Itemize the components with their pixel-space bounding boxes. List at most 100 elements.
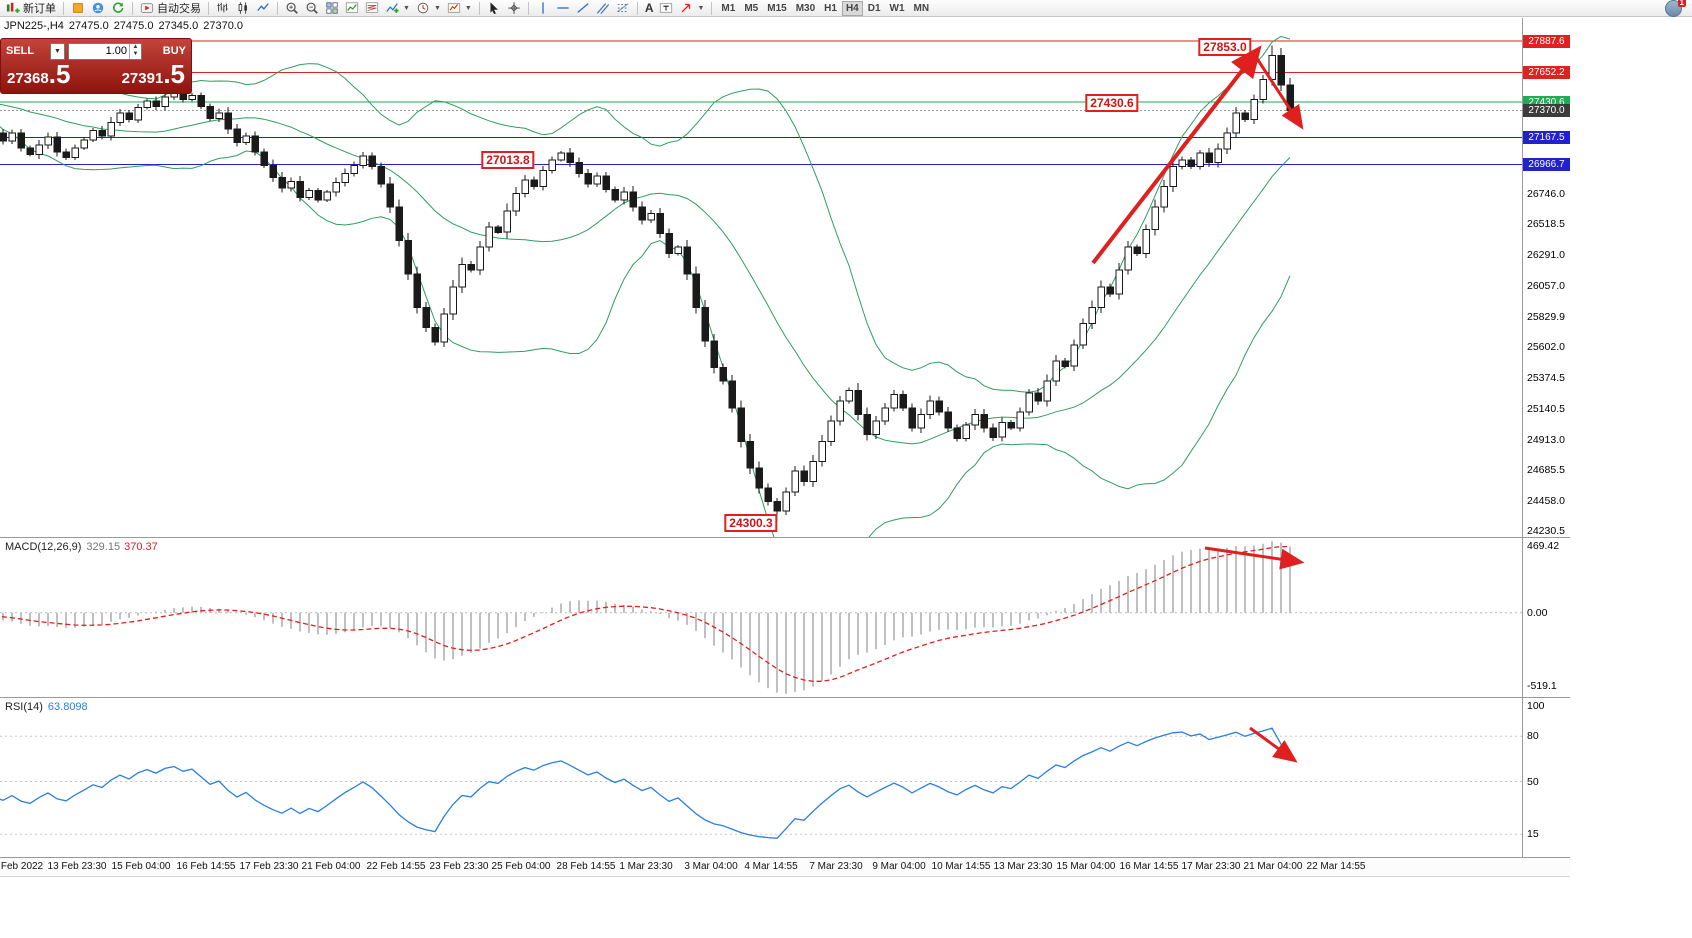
trendline-button[interactable] [574,1,592,16]
sell-button[interactable]: SELL [6,45,35,57]
notification-icon[interactable]: 1 [1665,0,1686,17]
spin-up-icon[interactable]: ▲ [132,44,139,50]
one-click-trading-panel: SELL ▼ ▲▼ BUY 27368.5 27391.5 [0,38,192,94]
panel-separator[interactable] [0,697,1570,698]
time-axis-label: 22 Mar 14:55 [1306,861,1366,872]
time-axis-label: Feb 2022 [0,861,44,872]
time-axis-label: 17 Feb 23:30 [239,861,299,872]
bar-chart-icon [217,2,228,13]
arrows-button[interactable]: ▼ [677,1,706,16]
crosshair-button[interactable] [505,1,523,16]
time-axis-label: 4 Mar 14:55 [744,861,798,872]
time-axis[interactable] [0,858,1570,876]
zoom-in-button[interactable] [283,1,301,16]
close-value: 27370.0 [203,20,243,32]
text-label-button[interactable] [657,1,675,16]
price-line-badge: 27887.6 [1523,34,1570,48]
buy-price[interactable]: 27391.5 [122,61,185,91]
order-dropdown[interactable]: ▼ [50,42,65,60]
price-line-badge: 27370.0 [1523,103,1570,117]
price-axis-label: 24913.0 [1527,433,1565,446]
volume-stepper[interactable]: ▲ ▼ [129,43,141,59]
timeframe-M1[interactable]: M1 [717,1,739,16]
macd-scale-label: 0.00 [1527,606,1548,619]
chart-ohlc-label: JPN225-,H4 27475.0 27475.0 27345.0 27370.0 [4,20,248,32]
data-window-button[interactable] [363,1,381,16]
vertical-line-button[interactable] [534,1,552,16]
rsi-scale-label: 80 [1527,730,1539,743]
candlestick-icon [238,2,247,14]
data-window-icon [365,2,379,13]
macd-scale-label: -519.1 [1527,680,1557,693]
timeframe-M30[interactable]: M30 [792,1,819,16]
templates-button[interactable]: ▼ [445,1,474,16]
timeframe-D1[interactable]: D1 [864,1,885,16]
indicators-icon [345,2,359,13]
timeframe-MN[interactable]: MN [910,1,934,16]
tile-windows-icon [326,2,338,14]
chevron-down-icon: ▼ [403,4,410,12]
spin-down-icon[interactable]: ▼ [132,51,139,57]
refresh-button[interactable] [109,1,127,16]
add-indicator-button[interactable]: ▼ [383,1,412,16]
timeframe-H1[interactable]: H1 [820,1,841,16]
candlestick-button[interactable] [234,1,252,16]
rsi-title: RSI(14) [5,701,43,713]
buy-price-int: 27391 [121,70,164,87]
timeframe-W1[interactable]: W1 [886,1,909,16]
new-order-button[interactable]: 新订单 [4,1,58,16]
cursor-button[interactable] [485,1,503,16]
crosshair-icon [508,2,520,14]
mql-community-button[interactable] [69,1,87,16]
volume-box: ▲▼ [68,42,142,60]
buy-button[interactable]: BUY [162,45,186,57]
profile-button[interactable] [89,1,107,16]
tile-windows-button[interactable] [323,1,341,16]
time-axis-label: 13 Mar 23:30 [993,861,1053,872]
volume-input[interactable] [69,45,129,57]
panel-separator[interactable] [0,537,1570,538]
rsi-scale-label: 100 [1527,700,1545,712]
price-axis-label: 26291.0 [1527,248,1565,261]
bar-chart-button[interactable] [214,1,232,16]
timeframe-H4[interactable]: H4 [841,0,863,16]
toolbar-separator [132,1,133,15]
time-axis-label: 1 Mar 23:30 [619,861,673,872]
periods-button[interactable]: ▼ [414,1,443,16]
macd-label: MACD(12,26,9) 329.15 370.37 [5,541,158,553]
macd-panel[interactable] [0,538,1522,696]
rsi-panel[interactable] [0,698,1522,857]
sell-price[interactable]: 27368.5 [7,61,70,91]
line-chart-icon [257,3,269,12]
fibonacci-icon [617,3,629,12]
zoom-in-icon [286,2,298,14]
low-value: 27345.0 [158,20,199,32]
arrows-icon [682,3,691,13]
toolbar-right: 1 [1665,0,1686,17]
line-chart-button[interactable] [254,1,272,16]
auto-trading-button[interactable]: 自动交易 [138,1,203,16]
price-line-badge: 26966.7 [1523,157,1570,171]
timeframe-M5[interactable]: M5 [740,1,762,16]
macd-main-value: 329.15 [86,541,121,553]
horizontal-line-button[interactable] [554,1,572,16]
price-axis-label: 25374.5 [1527,371,1565,384]
sell-price-dec: .5 [48,59,71,89]
rsi-value: 63.8098 [47,701,88,713]
timeframe-group: M1 M5 M15 M30 H1 H4 D1 W1 MN [717,0,934,16]
chevron-down-icon: ▼ [697,4,705,12]
text-button[interactable]: A [644,1,654,15]
time-axis-label: 15 Mar 04:00 [1056,861,1116,872]
chevron-down-icon: ▼ [433,4,441,12]
channel-button[interactable] [594,1,612,16]
candlestick-chart[interactable] [0,18,1522,537]
zoom-out-icon [306,2,318,14]
price-callout: 27013.8 [481,151,535,169]
panel-separator [0,857,1570,858]
price-axis-label: 24458.0 [1527,494,1565,507]
time-axis-label: 22 Feb 14:55 [366,861,426,872]
timeframe-M15[interactable]: M15 [763,1,790,16]
indicators-button[interactable] [343,1,361,16]
fibonacci-button[interactable] [614,1,632,16]
zoom-out-button[interactable] [303,1,321,16]
